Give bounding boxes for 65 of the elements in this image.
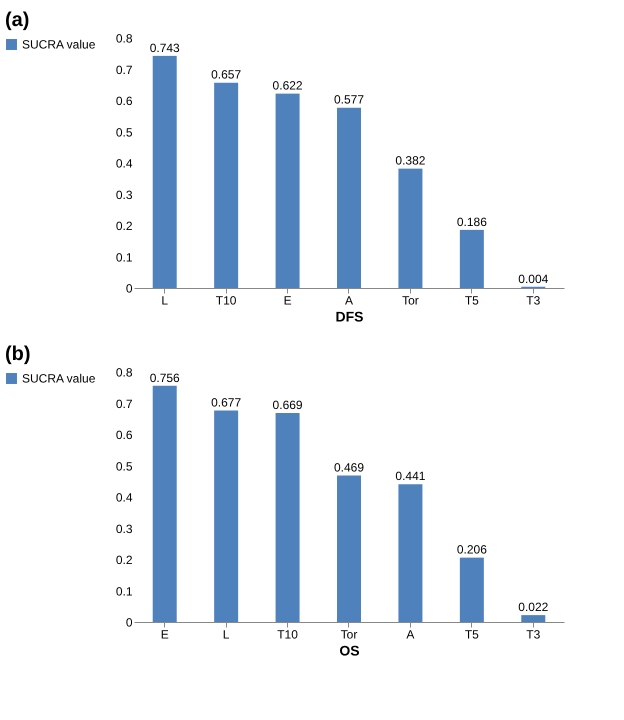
y-tick-label: 0.5 — [116, 125, 133, 140]
x-tick-label: T3 — [526, 294, 541, 308]
y-tick-label: 0 — [126, 616, 133, 630]
y-tick-label: 0.8 — [116, 366, 133, 380]
y-tick-label: 0.1 — [116, 584, 133, 598]
data-label: 0.677 — [211, 395, 242, 410]
data-label: 0.441 — [395, 469, 426, 484]
x-tick-label: T10 — [216, 294, 237, 308]
data-label: 0.206 — [456, 542, 488, 557]
y-tick-label: 0.1 — [116, 250, 133, 264]
bar — [460, 558, 484, 622]
bar — [337, 475, 361, 622]
y-tick-label: 0 — [126, 282, 133, 296]
data-label: 0.382 — [395, 154, 426, 168]
bar — [214, 410, 238, 622]
y-tick-label: 0.8 — [116, 32, 133, 46]
y-tick-label: 0.4 — [116, 156, 133, 170]
x-axis-title: DFS — [336, 308, 364, 324]
data-label: 0.756 — [150, 370, 180, 385]
bar — [152, 386, 177, 622]
x-tick-label: Tor — [402, 294, 419, 308]
x-tick-label: L — [222, 628, 230, 642]
x-axis-title: OS — [339, 642, 360, 658]
x-tick-label: E — [284, 294, 292, 308]
data-label: 0.622 — [272, 78, 303, 93]
data-label: 0.669 — [272, 398, 303, 412]
x-tick-label: A — [344, 294, 354, 308]
x-tick-label: A — [406, 628, 414, 642]
y-tick-label: 0.3 — [116, 522, 133, 536]
x-tick-label: L — [161, 294, 168, 308]
bar — [398, 484, 422, 622]
y-tick-label: 0.2 — [116, 219, 133, 233]
chart-title: (a) — [5, 9, 30, 31]
data-label: 0.657 — [211, 68, 242, 82]
bar — [460, 230, 484, 288]
data-label: 0.004 — [518, 272, 549, 286]
data-label: 0.577 — [334, 92, 364, 107]
y-tick-label: 0.3 — [116, 188, 133, 202]
y-tick-label: 0.2 — [116, 553, 133, 567]
y-tick-label: 0.4 — [116, 490, 133, 504]
bar — [398, 168, 422, 288]
bar — [521, 615, 546, 622]
x-tick-label: Tor — [340, 628, 358, 642]
x-tick-label: E — [160, 628, 169, 642]
x-tick-label: T10 — [277, 628, 298, 642]
bar — [337, 108, 361, 288]
bar — [276, 94, 300, 288]
y-tick-label: 0.6 — [116, 94, 133, 108]
x-tick-label: T5 — [464, 294, 480, 308]
x-tick-label: T5 — [464, 628, 480, 642]
data-label: 0.022 — [518, 600, 549, 614]
bar — [276, 412, 300, 622]
legend-label: SUCRA value — [22, 372, 96, 386]
y-tick-label: 0.7 — [116, 62, 133, 77]
y-tick-label: 0.6 — [116, 428, 133, 442]
y-tick-label: 0.7 — [116, 396, 133, 411]
bar — [152, 56, 177, 288]
bar — [214, 82, 238, 288]
x-tick-label: T3 — [526, 628, 541, 642]
legend-label: SUCRA value — [22, 38, 96, 52]
data-label: 0.469 — [334, 460, 364, 474]
y-tick-label: 0.5 — [116, 459, 133, 474]
data-label: 0.743 — [150, 40, 180, 55]
chart-title: (b) — [5, 343, 31, 365]
data-label: 0.186 — [456, 214, 488, 229]
